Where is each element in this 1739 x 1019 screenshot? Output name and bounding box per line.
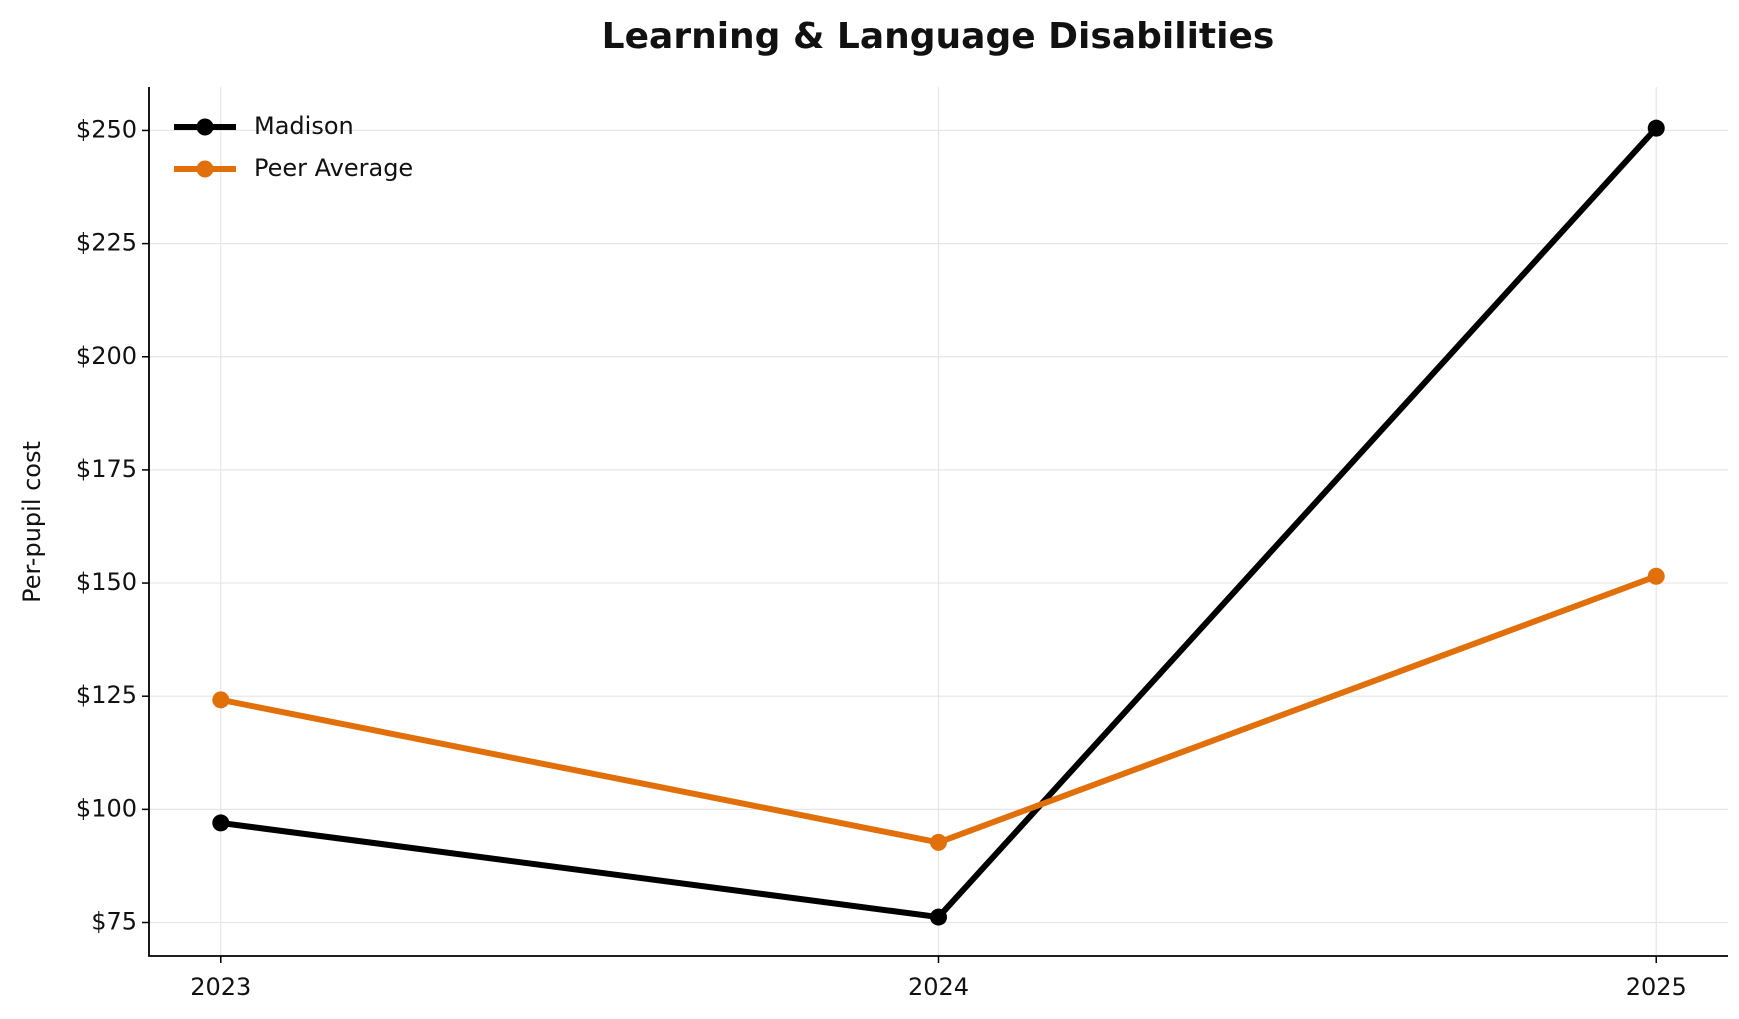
x-tick-label: 2023 — [190, 973, 251, 1001]
y-tick-label: $175 — [76, 455, 137, 483]
y-tick-label: $150 — [76, 568, 137, 596]
y-tick-label: $125 — [76, 681, 137, 709]
point — [930, 908, 947, 926]
x-tick-label: 2024 — [908, 973, 969, 1001]
x-tick-label: 2025 — [1626, 973, 1687, 1001]
y-axis-label: Per-pupil cost — [18, 441, 46, 603]
y-tick-label: $250 — [76, 115, 137, 143]
point — [930, 833, 947, 851]
point — [212, 691, 230, 709]
y-tick-label: $200 — [76, 342, 137, 370]
legend-label: Peer Average — [254, 154, 413, 182]
y-tick-label: $225 — [76, 229, 137, 257]
y-tick-label: $75 — [91, 908, 137, 936]
legend-marker — [196, 160, 214, 178]
point — [212, 814, 230, 832]
axis-spines — [148, 87, 1728, 957]
y-tick-label: $100 — [76, 794, 137, 822]
point — [1647, 567, 1665, 585]
point — [1647, 119, 1665, 137]
legend-label: Madison — [254, 112, 354, 140]
chart-title: Learning & Language Disabilities — [602, 16, 1275, 57]
legend-marker — [196, 118, 214, 136]
